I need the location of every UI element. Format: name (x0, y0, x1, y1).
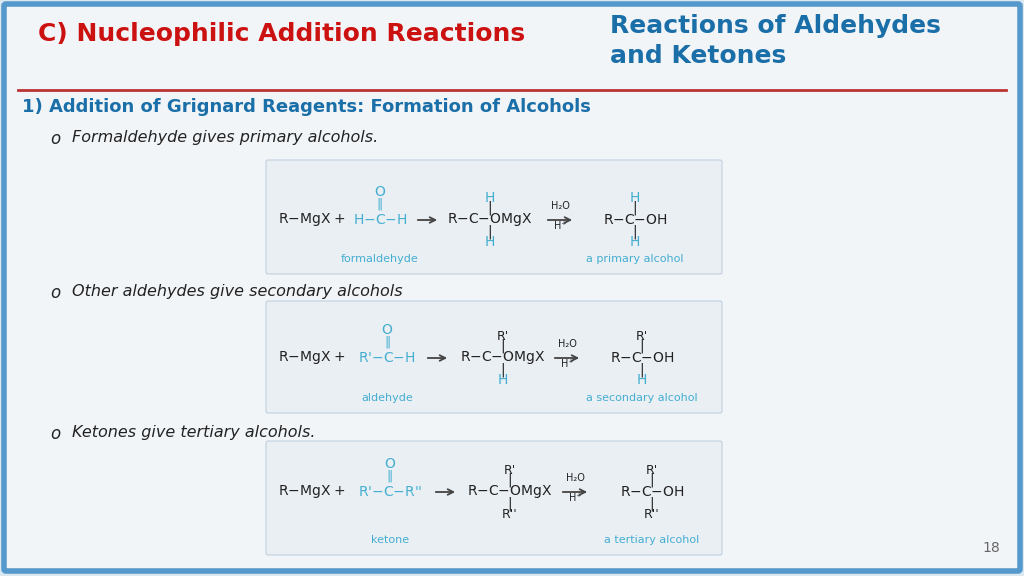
Text: R$-$C$-$OH: R$-$C$-$OH (603, 213, 668, 227)
Text: R$-$C$-$OMgX: R$-$C$-$OMgX (467, 483, 553, 501)
Text: H: H (630, 235, 640, 249)
Text: o: o (50, 284, 60, 302)
FancyBboxPatch shape (266, 160, 722, 274)
Text: Formaldehyde gives primary alcohols.: Formaldehyde gives primary alcohols. (72, 130, 378, 145)
Text: |: | (508, 497, 512, 511)
Text: R$-$C$-$OH: R$-$C$-$OH (609, 351, 674, 365)
Text: |: | (508, 473, 512, 487)
Text: H₂O: H₂O (565, 473, 585, 483)
Text: R'$-$C$-$H: R'$-$C$-$H (358, 351, 416, 365)
Text: ‖: ‖ (387, 469, 393, 483)
Text: |: | (640, 339, 644, 353)
Text: Ketones give tertiary alcohols.: Ketones give tertiary alcohols. (72, 425, 315, 440)
Text: H⁺: H⁺ (561, 359, 573, 369)
Text: R': R' (497, 329, 509, 343)
Text: R'': R'' (502, 507, 518, 521)
Text: aldehyde: aldehyde (361, 393, 413, 403)
Text: H: H (484, 235, 496, 249)
Text: O: O (375, 185, 385, 199)
Text: R$-$C$-$OMgX: R$-$C$-$OMgX (461, 350, 546, 366)
Text: R': R' (636, 329, 648, 343)
Text: R'$-$C$-$R'': R'$-$C$-$R'' (357, 485, 422, 499)
Text: R$-$C$-$OMgX: R$-$C$-$OMgX (447, 211, 532, 229)
Text: H₂O: H₂O (551, 201, 569, 211)
Text: |: | (487, 201, 493, 215)
Text: |: | (649, 473, 654, 487)
Text: 1) Addition of Grignard Reagents: Formation of Alcohols: 1) Addition of Grignard Reagents: Format… (22, 98, 591, 116)
FancyBboxPatch shape (266, 441, 722, 555)
Text: H: H (630, 191, 640, 205)
Text: |: | (487, 225, 493, 239)
Text: |: | (633, 201, 637, 215)
Text: Reactions of Aldehydes: Reactions of Aldehydes (610, 14, 941, 38)
Text: and Ketones: and Ketones (610, 44, 786, 68)
Text: H⁺: H⁺ (554, 221, 566, 231)
Text: o: o (50, 425, 60, 443)
Text: ketone: ketone (371, 535, 409, 545)
FancyBboxPatch shape (266, 301, 722, 413)
Text: H₂O: H₂O (557, 339, 577, 349)
Text: R': R' (504, 464, 516, 476)
Text: H$-$C$-$H: H$-$C$-$H (353, 213, 408, 227)
Text: O: O (385, 457, 395, 471)
Text: R$-$MgX +: R$-$MgX + (278, 350, 347, 366)
Text: |: | (649, 497, 654, 511)
Text: |: | (501, 363, 505, 377)
Text: R'': R'' (644, 507, 659, 521)
Text: a secondary alcohol: a secondary alcohol (586, 393, 697, 403)
Text: O: O (382, 323, 392, 337)
Text: |: | (501, 339, 505, 353)
Text: Other aldehydes give secondary alcohols: Other aldehydes give secondary alcohols (72, 284, 402, 299)
Text: ‖: ‖ (377, 198, 383, 210)
Text: o: o (50, 130, 60, 148)
Text: R$-$MgX +: R$-$MgX + (278, 483, 347, 501)
Text: C) Nucleophilic Addition Reactions: C) Nucleophilic Addition Reactions (38, 22, 525, 46)
Text: formaldehyde: formaldehyde (341, 254, 419, 264)
Text: H: H (637, 373, 647, 387)
Text: 18: 18 (982, 541, 1000, 555)
Text: |: | (640, 363, 644, 377)
Text: H: H (484, 191, 496, 205)
Text: H⁺: H⁺ (568, 493, 582, 503)
Text: R$-$MgX +: R$-$MgX + (278, 211, 347, 229)
Text: R$-$C$-$OH: R$-$C$-$OH (620, 485, 684, 499)
Text: a tertiary alcohol: a tertiary alcohol (604, 535, 699, 545)
Text: a primary alcohol: a primary alcohol (587, 254, 684, 264)
Text: H: H (498, 373, 508, 387)
FancyBboxPatch shape (4, 4, 1020, 571)
Text: ‖: ‖ (384, 335, 390, 348)
Text: |: | (633, 225, 637, 239)
Text: R': R' (646, 464, 658, 476)
